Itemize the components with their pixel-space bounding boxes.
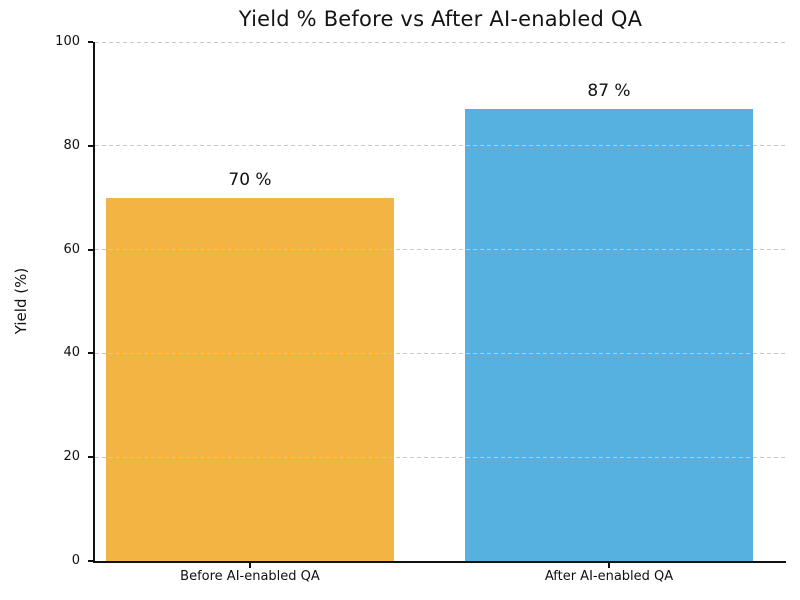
y-tick-mark-20 xyxy=(88,456,93,459)
y-tick-mark-0 xyxy=(88,560,93,562)
x-tick-mark-1 xyxy=(249,563,251,568)
y-axis-title: Yield (%) xyxy=(12,267,30,335)
y-tick-label-40: 40 xyxy=(63,345,80,361)
y-tick-label-80: 80 xyxy=(63,137,80,153)
gridline-40 xyxy=(95,352,786,354)
bar-value-label-1: 70 % xyxy=(228,169,272,190)
x-tick-label-2: After AI-enabled QA xyxy=(544,569,674,584)
y-tick-mark-100 xyxy=(88,41,93,43)
x-tick-label-1: Before AI-enabled QA xyxy=(180,569,320,584)
y-tick-label-60: 60 xyxy=(63,241,80,257)
y-tick-label-100: 100 xyxy=(55,34,80,49)
bar-1 xyxy=(106,197,394,561)
y-tick-mark-40 xyxy=(88,352,93,355)
y-tick-label-20: 20 xyxy=(63,449,80,465)
gridline-80 xyxy=(95,145,786,147)
chart-title: Yield % Before vs After AI-enabled QA xyxy=(238,7,643,31)
y-tick-label-0: 0 xyxy=(71,553,80,568)
x-axis-spine xyxy=(93,561,786,563)
y-tick-mark-80 xyxy=(88,144,93,147)
y-tick-mark-60 xyxy=(88,248,93,251)
bar-value-label-2: 87 % xyxy=(587,81,631,102)
bar-2 xyxy=(465,109,753,561)
gridline-60 xyxy=(95,249,786,251)
x-tick-mark-2 xyxy=(608,563,610,568)
gridline-20 xyxy=(95,456,786,458)
y-axis-spine xyxy=(93,42,95,563)
gridline-100 xyxy=(95,41,786,43)
